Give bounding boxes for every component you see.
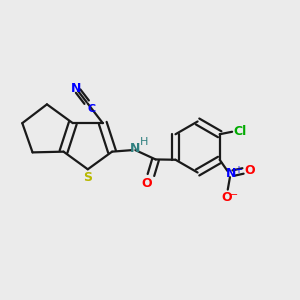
Text: N: N [225, 167, 236, 180]
Text: N: N [71, 82, 81, 95]
Text: H: H [140, 137, 148, 147]
Text: O: O [141, 177, 152, 190]
Text: O: O [245, 164, 256, 177]
Text: Cl: Cl [233, 124, 246, 138]
Text: S: S [83, 171, 92, 184]
Text: N: N [130, 142, 141, 155]
Text: −: − [230, 190, 238, 200]
Text: O: O [221, 190, 232, 204]
Text: C: C [88, 104, 96, 114]
Text: +: + [234, 165, 242, 175]
